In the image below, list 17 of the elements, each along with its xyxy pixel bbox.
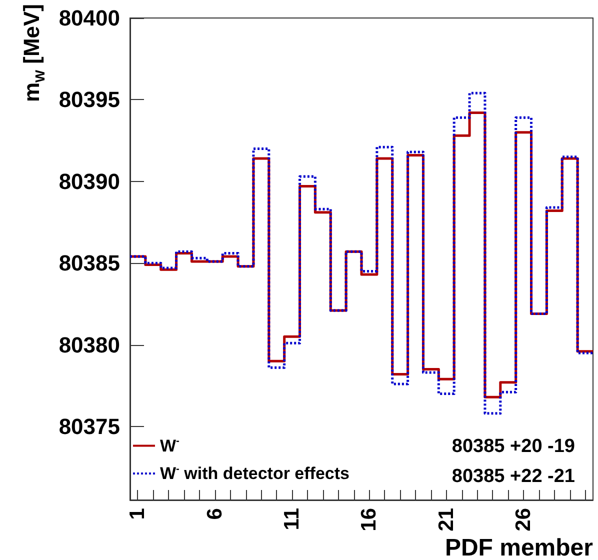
legend-label: W-: [160, 436, 180, 456]
y-tick-label: 80400: [58, 6, 120, 30]
annotation: 80385 +22 -21: [452, 466, 576, 487]
legend-label: W- with detector effects: [160, 464, 350, 483]
x-tick-label: 11: [280, 508, 304, 530]
x-tick-label: 1: [126, 508, 150, 520]
y-tick-label: 80385: [58, 250, 120, 276]
x-tick-label: 6: [203, 508, 226, 520]
y-tick-label: 80375: [58, 414, 120, 439]
y-tick-label: 80395: [58, 87, 120, 112]
x-axis-title: PDF member: [444, 534, 593, 560]
y-tick-label: 80380: [58, 332, 120, 358]
annotation: 80385 +20 -19: [452, 436, 576, 457]
y-tick-label: 80390: [58, 168, 120, 194]
x-tick-label: 16: [358, 508, 381, 532]
x-tick-label: 26: [512, 508, 536, 532]
x-tick-label: 21: [434, 508, 458, 532]
